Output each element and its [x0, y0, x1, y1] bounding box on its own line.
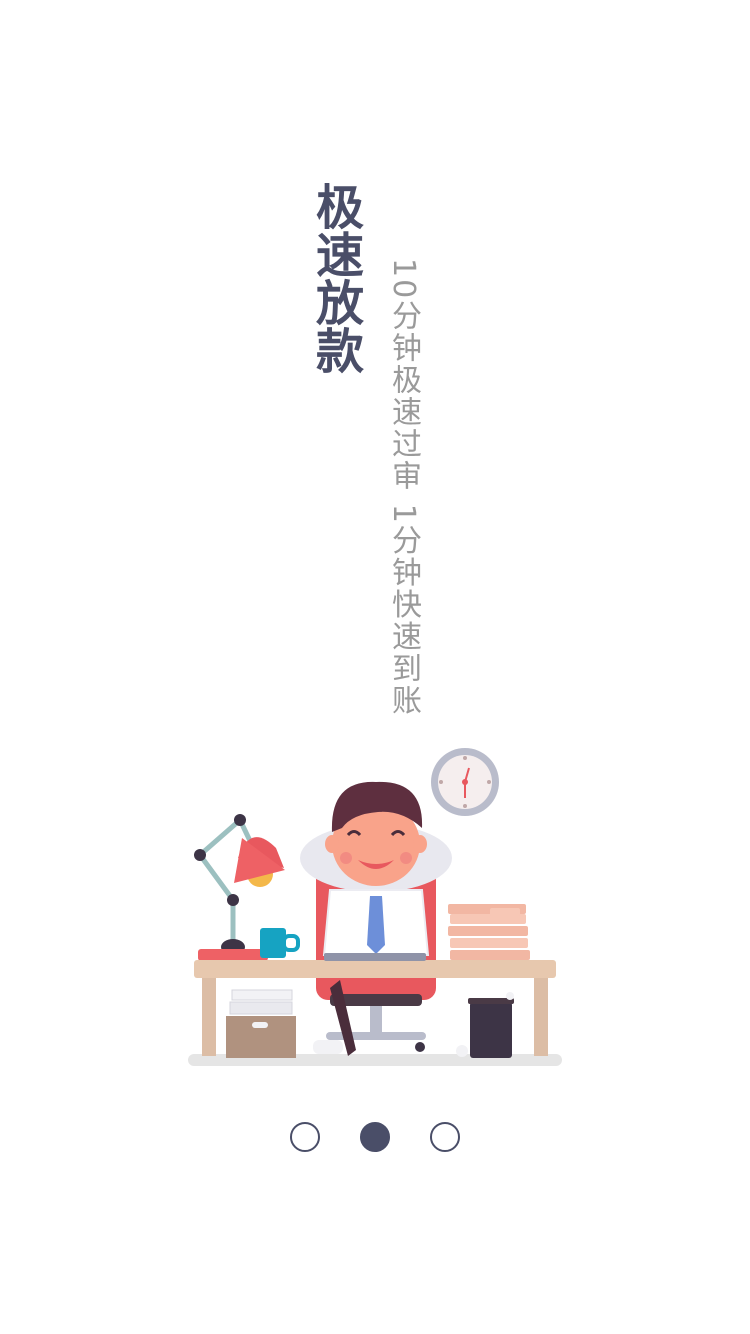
page-indicator: [0, 1122, 750, 1154]
file-box-icon: [226, 989, 296, 1058]
man-head: [332, 802, 420, 886]
page-dot-3[interactable]: [430, 1122, 460, 1152]
page-dot-2[interactable]: [360, 1122, 390, 1152]
slide-title: 极速放款: [307, 182, 363, 374]
hair: [331, 781, 423, 832]
smile: [358, 860, 394, 869]
desk-top: [194, 960, 556, 978]
wall-clock-icon: [431, 748, 499, 816]
chair-seat: [330, 994, 422, 1006]
mug-icon: [260, 928, 300, 958]
money-stack-icon: [448, 904, 530, 960]
trash-can-icon: [468, 992, 514, 1058]
page-dot-1[interactable]: [290, 1122, 320, 1152]
desk-leg-left: [202, 978, 216, 1056]
desk-leg-right: [534, 978, 548, 1056]
relaxed-man-at-desk-illustration: [188, 748, 562, 1066]
book: [198, 949, 268, 961]
crossed-leg: [330, 980, 356, 1056]
slide-subtitle: 10分钟极速过审 1分钟快速到账: [386, 258, 421, 717]
laptop: [324, 953, 426, 961]
tie: [367, 896, 385, 954]
